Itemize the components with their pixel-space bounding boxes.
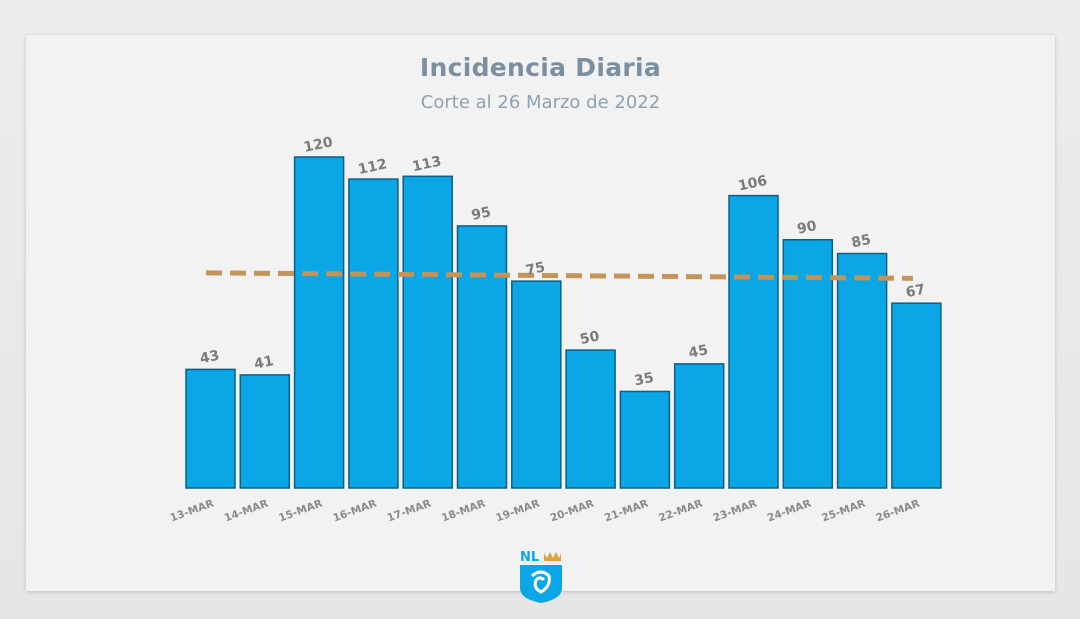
value-label: 106 xyxy=(737,173,769,195)
bar-22-mar xyxy=(673,363,725,489)
bar-14-mar xyxy=(239,374,291,489)
trend-line xyxy=(205,270,913,281)
chart-subtitle: Corte al 26 Marzo de 2022 xyxy=(420,92,661,113)
x-tick-label: 17-MAR xyxy=(386,498,433,525)
x-tick-label: 18-MAR xyxy=(440,498,487,525)
value-label: 43 xyxy=(198,348,220,368)
x-tick-label: 21-MAR xyxy=(603,498,650,525)
x-tick-label: 13-MAR xyxy=(169,498,216,525)
bar-13-mar xyxy=(185,368,236,489)
value-label: 95 xyxy=(470,204,492,224)
x-tick-label: 15-MAR xyxy=(277,498,324,525)
nuevo-leon-shield-icon: NL xyxy=(517,546,565,604)
x-tick-label: 23-MAR xyxy=(712,498,759,525)
value-label: 112 xyxy=(357,156,389,178)
value-label: 85 xyxy=(850,232,872,252)
value-label: 50 xyxy=(579,328,602,348)
bar-15-mar xyxy=(293,156,345,489)
value-label: 113 xyxy=(411,154,443,176)
bar-24-mar xyxy=(782,239,834,489)
value-label: 35 xyxy=(633,370,655,390)
bar-23-mar xyxy=(728,194,779,489)
bar-20-mar xyxy=(565,349,616,489)
value-label: 90 xyxy=(796,218,819,238)
bar-17-mar xyxy=(402,175,453,489)
chart-card: Incidencia Diaria Corte al 26 Marzo de 2… xyxy=(26,35,1055,603)
bar-21-mar xyxy=(619,390,671,489)
x-tick-label: 24-MAR xyxy=(766,498,813,525)
bar-25-mar xyxy=(836,252,888,489)
value-label: 67 xyxy=(904,281,926,301)
x-tick-label: 25-MAR xyxy=(820,498,867,525)
bar-chart: 43 41 120 112 113 95 75 50 35 45 106 90 85 67 13-MAR 14… xyxy=(169,134,942,525)
bar-18-mar xyxy=(456,225,508,489)
x-tick-label: 22-MAR xyxy=(657,498,704,525)
x-tick-label: 19-MAR xyxy=(494,498,541,525)
value-label: 120 xyxy=(302,134,334,156)
x-tick-label: 26-MAR xyxy=(874,498,921,525)
x-tick-label: 16-MAR xyxy=(331,498,378,525)
x-tick-label: 20-MAR xyxy=(549,498,596,525)
chart-title: Incidencia Diaria xyxy=(419,53,662,82)
x-tick-label: 14-MAR xyxy=(223,498,270,525)
value-label: 45 xyxy=(687,342,709,362)
bar-16-mar xyxy=(348,178,399,489)
bar-26-mar xyxy=(891,302,942,489)
value-label: 41 xyxy=(253,353,275,373)
bar-19-mar xyxy=(511,280,562,489)
logo-text: NL xyxy=(520,550,539,565)
value-label: 75 xyxy=(524,259,546,279)
